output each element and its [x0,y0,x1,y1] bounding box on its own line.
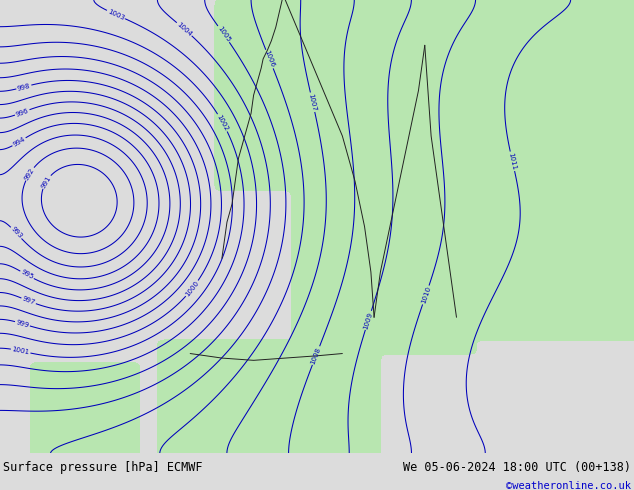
Text: 1010: 1010 [420,286,432,304]
Text: Surface pressure [hPa] ECMWF: Surface pressure [hPa] ECMWF [3,462,203,474]
Text: 997: 997 [21,295,36,306]
Text: 996: 996 [15,107,30,118]
Text: 995: 995 [20,269,34,281]
Text: 1009: 1009 [363,311,374,330]
Text: 1007: 1007 [307,93,318,112]
Text: 1008: 1008 [310,346,322,365]
Text: 993: 993 [10,226,23,240]
Text: 992: 992 [23,167,36,181]
Text: We 05-06-2024 18:00 UTC (00+138): We 05-06-2024 18:00 UTC (00+138) [403,462,631,474]
Text: 1006: 1006 [263,49,276,69]
Text: 1004: 1004 [176,21,193,37]
Text: 998: 998 [16,82,31,92]
Text: 1002: 1002 [216,113,230,132]
Text: 1000: 1000 [184,280,200,297]
Text: 999: 999 [15,319,30,328]
Text: 1003: 1003 [107,8,126,21]
Text: ©weatheronline.co.uk: ©weatheronline.co.uk [506,481,631,490]
Text: 1011: 1011 [508,152,517,171]
Text: 991: 991 [40,174,52,189]
Text: 1001: 1001 [11,346,30,356]
Text: 1005: 1005 [216,25,231,43]
Text: 994: 994 [12,136,27,148]
